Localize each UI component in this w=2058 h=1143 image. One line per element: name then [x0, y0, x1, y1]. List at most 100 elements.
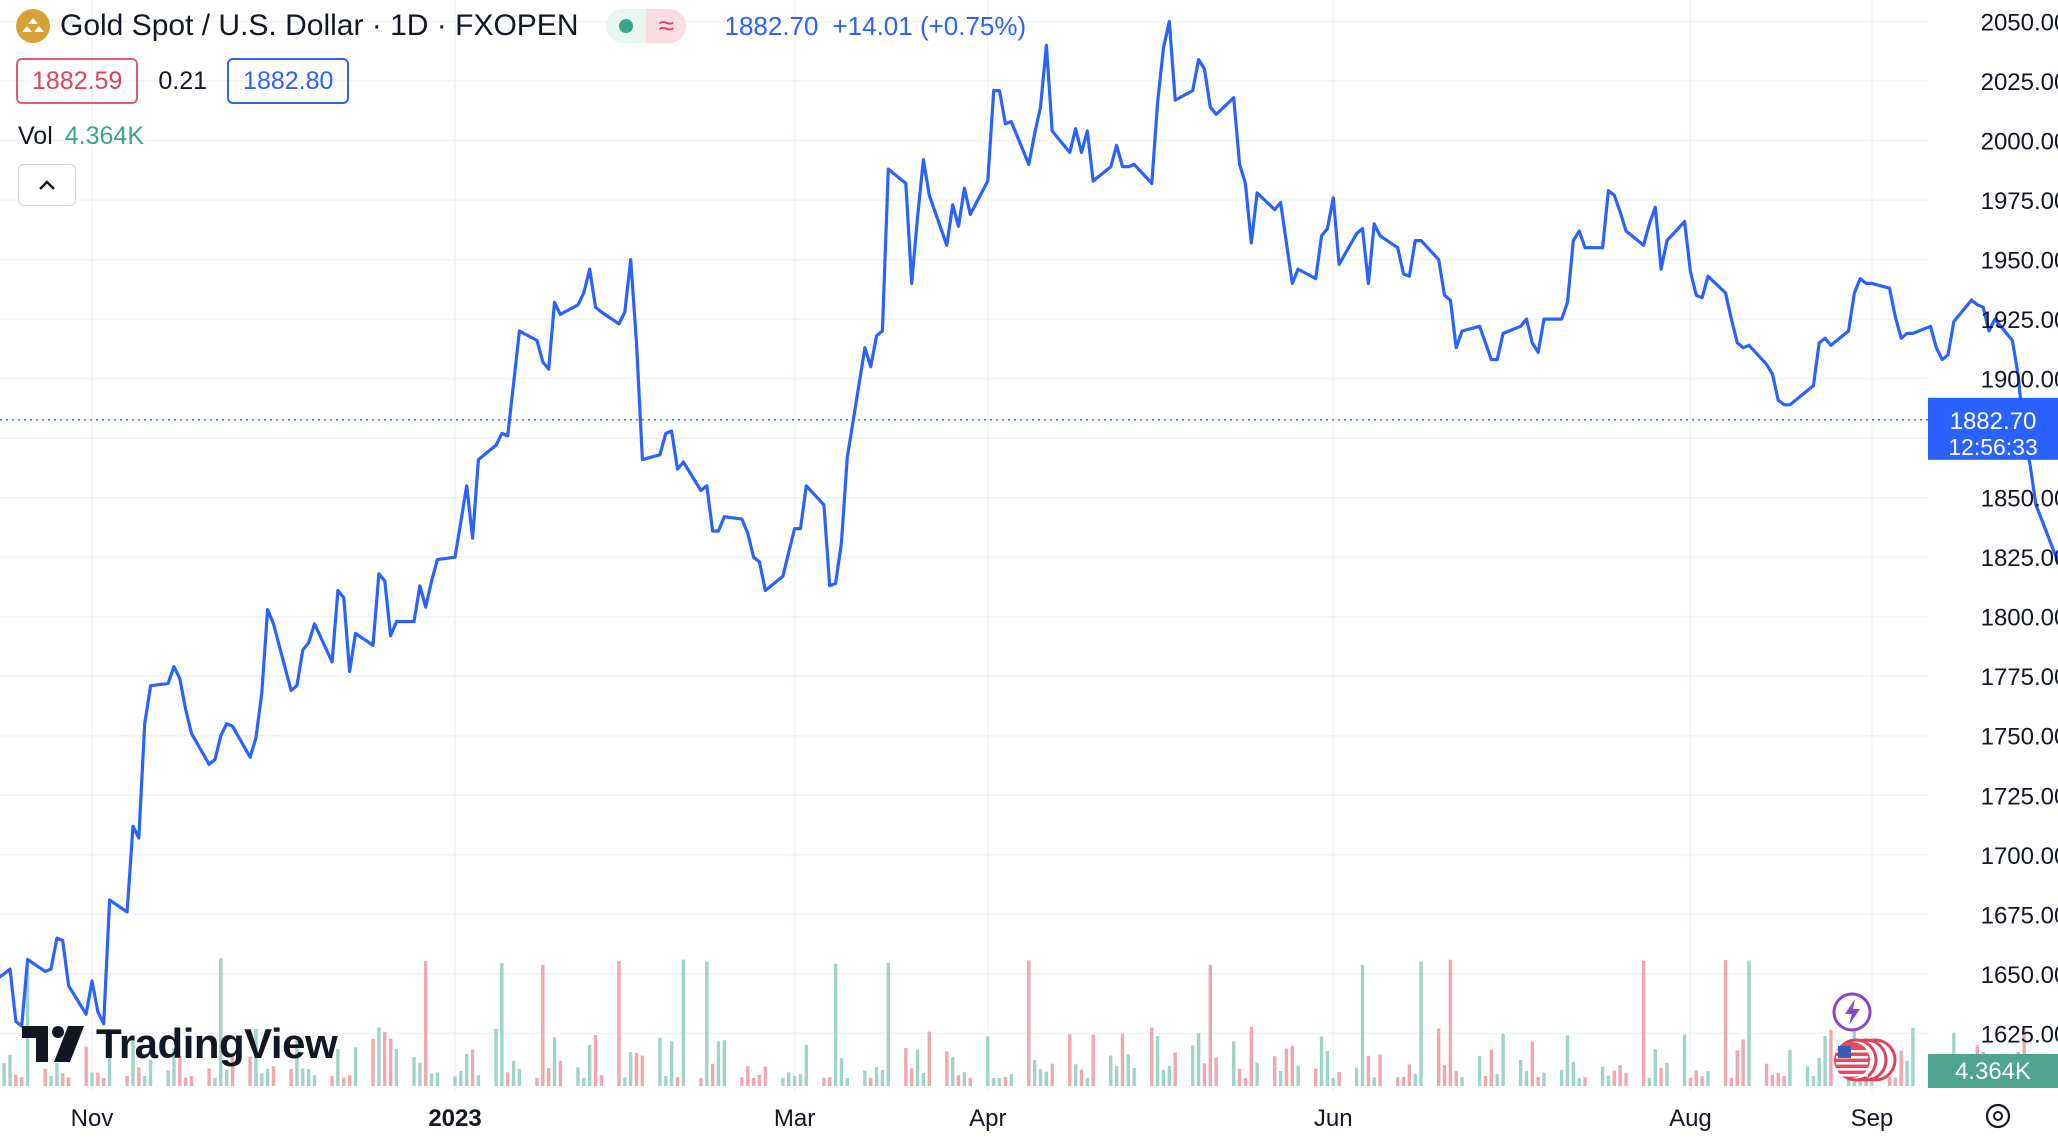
tradingview-mark-icon	[22, 1026, 86, 1062]
volume-bar	[1519, 1060, 1522, 1086]
volume-bar	[559, 1061, 562, 1086]
header-last-price: 1882.70	[724, 11, 818, 41]
volume-bar	[512, 1061, 515, 1086]
volume-bar	[922, 1073, 925, 1086]
volume-bar	[477, 1075, 480, 1086]
y-tick-label: 1775.00	[1981, 664, 2058, 691]
buy-price-button[interactable]: 1882.80	[227, 58, 349, 104]
volume-bar	[904, 1048, 907, 1086]
volume-bar	[1648, 1078, 1651, 1086]
lightning-event-icon[interactable]	[1834, 994, 1870, 1030]
y-tick-label: 2050.00	[1981, 10, 2058, 37]
volume-bar	[1115, 1066, 1118, 1086]
volume-bar	[629, 1052, 632, 1086]
volume-bar	[49, 1076, 52, 1086]
volume-bar	[313, 1075, 316, 1086]
volume-bar	[1092, 1035, 1095, 1086]
volume-bar	[494, 1029, 497, 1086]
wave-icon: ≈	[646, 9, 686, 43]
volume-bar	[342, 1078, 345, 1086]
volume-bar	[945, 1051, 948, 1086]
volume-bar	[1911, 1028, 1914, 1086]
volume-bar	[1601, 1067, 1604, 1086]
volume-bar	[207, 1068, 210, 1086]
volume-bar	[190, 1076, 193, 1086]
volume-bar	[822, 1078, 825, 1086]
volume-bar	[213, 1078, 216, 1086]
volume-bar	[869, 1078, 872, 1086]
tradingview-logo[interactable]: TradingView	[22, 1020, 337, 1068]
volume-bar	[582, 1078, 585, 1086]
volume-bar	[1214, 1057, 1217, 1086]
y-tick-label: 1900.00	[1981, 367, 2058, 394]
x-tick-label: Sep	[1851, 1105, 1894, 1132]
volume-bar	[506, 1072, 509, 1086]
volume-bar	[1700, 1076, 1703, 1086]
volume-bar	[1683, 1035, 1686, 1086]
volume-bar	[881, 1070, 884, 1086]
volume-bar	[1536, 1077, 1539, 1086]
tradingview-wordmark: TradingView	[96, 1020, 337, 1068]
volume-bar	[1572, 1062, 1575, 1086]
y-tick-label: 1825.00	[1981, 545, 2058, 572]
volume-bar	[1894, 1078, 1897, 1086]
y-tick-label: 1925.00	[1981, 307, 2058, 334]
volume-bar	[1583, 1077, 1586, 1086]
volume-bar	[600, 1075, 603, 1086]
symbol-title[interactable]: Gold Spot / U.S. Dollar · 1D · FXOPEN	[60, 9, 578, 43]
volume-bar	[20, 1077, 23, 1086]
volume-bar	[1361, 965, 1364, 1086]
us-flag-events-icon[interactable]	[1834, 1040, 1895, 1080]
volume-bar	[1501, 1034, 1504, 1086]
volume-bar	[459, 1071, 462, 1086]
volume-bar	[1607, 1076, 1610, 1086]
volume-bar	[1080, 1070, 1083, 1086]
volume-bar	[928, 1032, 931, 1086]
volume-bar	[764, 1066, 767, 1086]
volume-bar	[1525, 1071, 1528, 1086]
volume-bar	[8, 1055, 11, 1086]
volume-bar	[992, 1078, 995, 1086]
volume-bar	[453, 1076, 456, 1086]
status-pill[interactable]: ≈	[606, 9, 686, 43]
volume-bar	[1829, 1030, 1832, 1086]
price-tag-value: 1882.70	[1950, 408, 2037, 435]
spread-value: 0.21	[158, 67, 207, 96]
volume-bar	[1355, 1068, 1358, 1086]
volume-bar	[1437, 1028, 1440, 1086]
volume-bar	[1888, 1076, 1891, 1086]
volume-bar	[1314, 1069, 1317, 1086]
volume-bar	[623, 1077, 626, 1086]
volume-bar	[1542, 1073, 1545, 1086]
volume-bar	[137, 1067, 140, 1086]
sell-price-button[interactable]: 1882.59	[16, 58, 138, 104]
volume-bar	[1613, 1071, 1616, 1086]
volume-bar	[330, 1076, 333, 1086]
volume-bar	[1051, 1064, 1054, 1086]
volume-bar	[1173, 1052, 1176, 1086]
volume-bar	[1068, 1034, 1071, 1086]
volume-bar	[758, 1075, 761, 1086]
volume-bar	[1654, 1049, 1657, 1086]
volume-bar	[14, 1075, 17, 1086]
volume-legend[interactable]: Vol 4.364K	[18, 122, 144, 151]
volume-bar	[951, 1057, 954, 1086]
header-quote: 1882.70+14.01 (+0.75%)	[724, 11, 1040, 42]
volume-bar	[1127, 1054, 1130, 1086]
volume-bar	[1812, 1076, 1815, 1086]
volume-bar	[125, 1076, 128, 1086]
volume-bar	[1156, 1036, 1159, 1086]
volume-label: Vol	[18, 122, 53, 151]
volume-bar	[1203, 1063, 1206, 1086]
volume-bar	[102, 1078, 105, 1086]
volume-bar	[348, 1075, 351, 1086]
volume-bar	[1414, 1074, 1417, 1086]
volume-bar	[1337, 1072, 1340, 1086]
collapse-legend-button[interactable]	[18, 164, 76, 206]
volume-bar	[711, 1064, 714, 1086]
volume-bar	[1689, 1078, 1692, 1086]
volume-bar	[617, 961, 620, 1086]
volume-bar	[1777, 1073, 1780, 1086]
